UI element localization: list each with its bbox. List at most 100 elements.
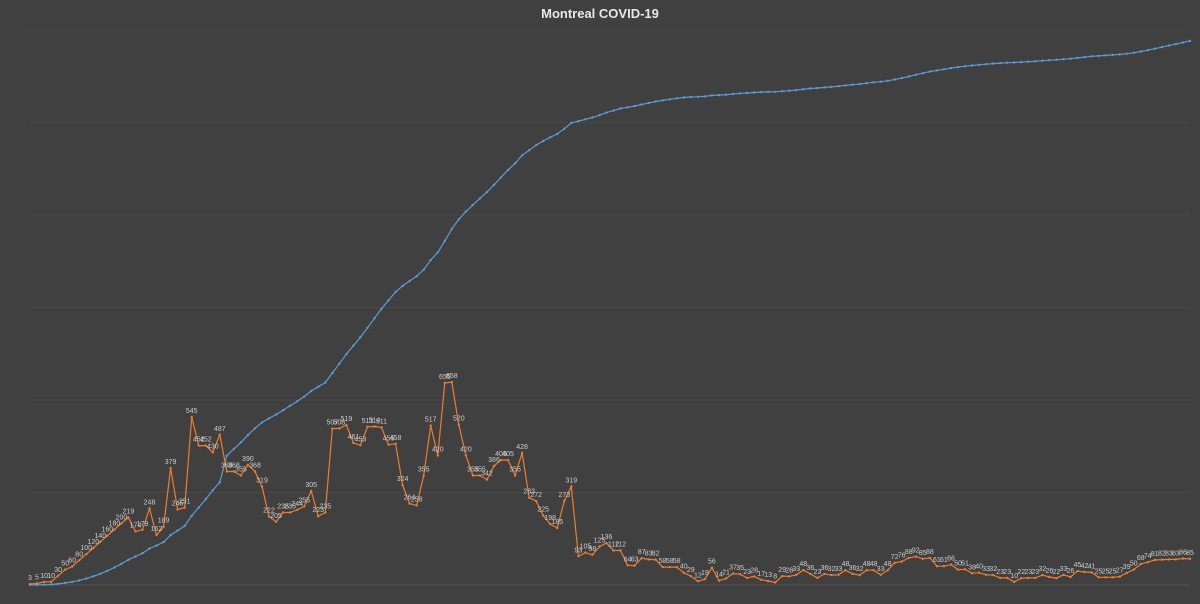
marker xyxy=(387,444,389,446)
marker xyxy=(1083,571,1085,573)
marker xyxy=(1090,55,1092,57)
marker xyxy=(380,426,382,428)
marker xyxy=(184,506,186,508)
chart-container: Montreal COVID-19 3510103050608010012014… xyxy=(0,0,1200,604)
marker xyxy=(760,91,762,93)
marker xyxy=(690,96,692,98)
marker xyxy=(887,569,889,571)
data-label: 48 xyxy=(884,561,892,568)
marker xyxy=(1006,577,1008,579)
marker xyxy=(598,545,600,547)
marker xyxy=(1182,41,1184,43)
marker xyxy=(584,118,586,120)
marker xyxy=(198,506,200,508)
marker xyxy=(788,90,790,92)
marker xyxy=(844,569,846,571)
marker xyxy=(430,424,432,426)
data-label: 88 xyxy=(926,549,934,556)
data-label: 355 xyxy=(509,467,521,474)
marker xyxy=(282,511,284,513)
marker xyxy=(71,581,73,583)
marker xyxy=(1083,56,1085,58)
marker xyxy=(212,489,214,491)
marker xyxy=(563,500,565,502)
marker xyxy=(1097,55,1099,57)
marker xyxy=(957,66,959,68)
data-label: 82 xyxy=(652,551,660,558)
marker xyxy=(887,80,889,82)
marker xyxy=(1168,558,1170,560)
data-label: 30 xyxy=(54,567,62,574)
marker xyxy=(1140,563,1142,565)
marker xyxy=(472,474,474,476)
marker xyxy=(451,228,453,230)
data-label: 517 xyxy=(425,417,437,424)
marker xyxy=(1041,574,1043,576)
data-label: 13 xyxy=(764,572,772,579)
marker xyxy=(162,526,164,528)
marker xyxy=(296,400,298,402)
data-label: 235 xyxy=(319,504,331,511)
marker xyxy=(1119,53,1121,55)
marker xyxy=(416,275,418,277)
marker xyxy=(844,84,846,86)
marker xyxy=(106,535,108,537)
marker xyxy=(71,565,73,567)
data-label: 112 xyxy=(615,542,626,549)
data-label: 324 xyxy=(397,476,409,483)
data-label: 430 xyxy=(207,443,219,450)
marker xyxy=(1161,559,1163,561)
marker xyxy=(985,63,987,65)
marker xyxy=(697,580,699,582)
marker xyxy=(64,568,66,570)
marker xyxy=(964,568,966,570)
marker xyxy=(1069,58,1071,60)
marker xyxy=(50,583,52,585)
marker xyxy=(999,577,1001,579)
marker xyxy=(472,204,474,206)
marker xyxy=(901,77,903,79)
data-label: 453 xyxy=(355,436,367,443)
marker xyxy=(1112,54,1114,56)
marker xyxy=(858,83,860,85)
marker xyxy=(662,99,664,101)
marker xyxy=(317,386,319,388)
marker xyxy=(802,569,804,571)
marker xyxy=(465,454,467,456)
data-label: 19 xyxy=(701,570,709,577)
marker xyxy=(704,578,706,580)
marker xyxy=(880,574,882,576)
marker xyxy=(697,96,699,98)
marker xyxy=(226,470,228,472)
marker xyxy=(971,572,973,574)
marker xyxy=(359,336,361,338)
marker xyxy=(212,451,214,453)
marker xyxy=(1048,59,1050,61)
marker xyxy=(380,308,382,310)
marker xyxy=(36,582,38,584)
marker xyxy=(725,94,727,96)
marker xyxy=(760,579,762,581)
data-label: 100 xyxy=(80,545,92,552)
marker xyxy=(739,573,741,575)
marker xyxy=(373,317,375,319)
data-label: 189 xyxy=(158,518,170,525)
data-label: 520 xyxy=(453,416,465,423)
marker xyxy=(155,534,157,536)
marker xyxy=(521,452,523,454)
data-label: 56 xyxy=(708,559,716,566)
marker xyxy=(1090,571,1092,573)
marker xyxy=(29,583,31,585)
marker xyxy=(872,81,874,83)
data-label: 248 xyxy=(144,500,156,507)
data-label: 379 xyxy=(165,459,177,466)
marker xyxy=(1034,60,1036,62)
marker xyxy=(1147,561,1149,563)
marker xyxy=(1062,58,1064,60)
marker xyxy=(50,581,52,583)
marker xyxy=(240,474,242,476)
marker xyxy=(556,133,558,135)
marker xyxy=(1020,61,1022,63)
marker xyxy=(865,569,867,571)
marker xyxy=(605,111,607,113)
